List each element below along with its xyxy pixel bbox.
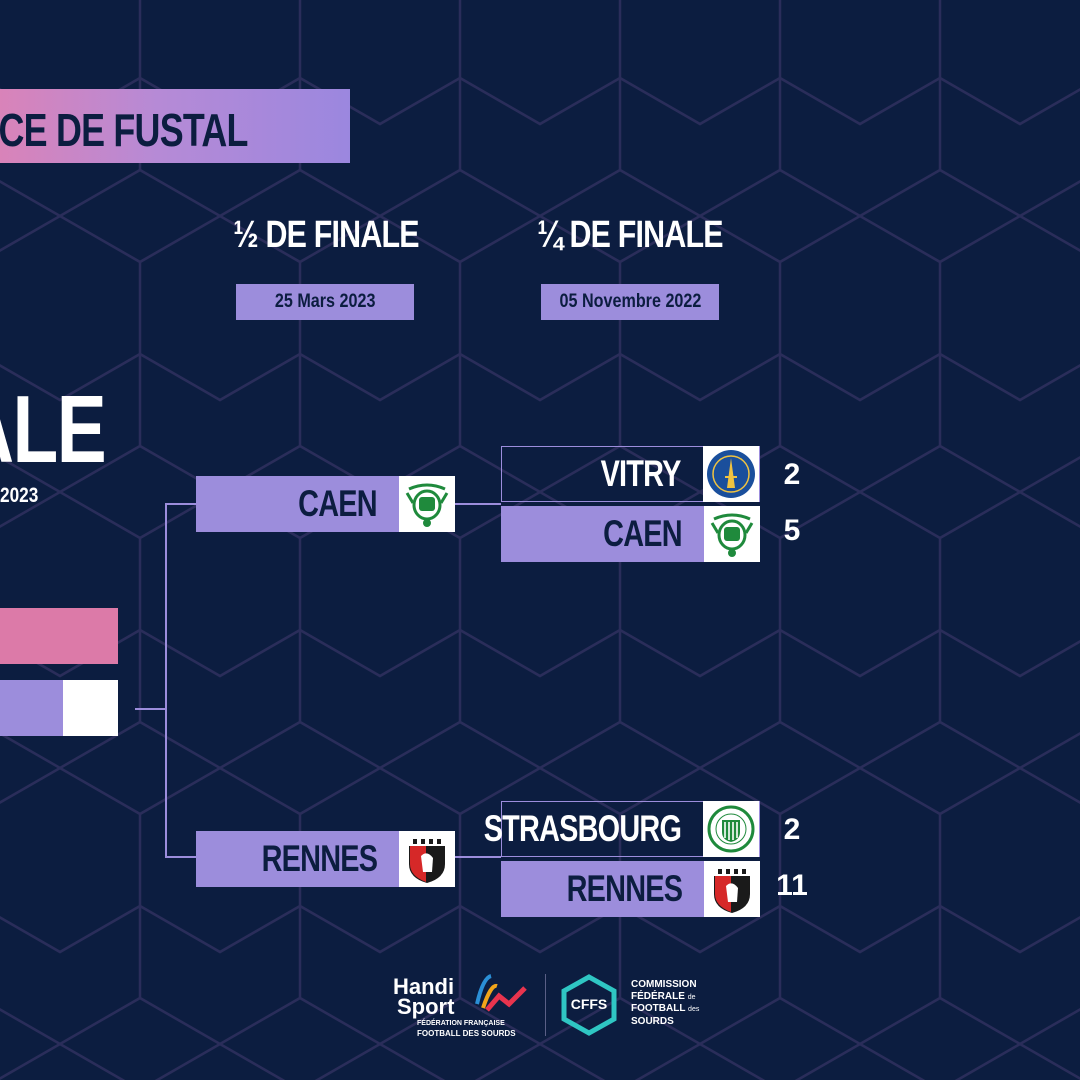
quarterfinal-2-home: STRASBOURG xyxy=(484,801,760,857)
cffs-line3b: des xyxy=(688,1006,700,1013)
team-name: CAEN xyxy=(298,483,377,524)
quarterfinal-2-away-score: 11 xyxy=(776,869,808,902)
cffs-hexagon-icon xyxy=(561,974,617,1036)
cffs-line2a: FÉDÉRALE xyxy=(631,990,685,1002)
quarterfinal-1-home: VITRY xyxy=(501,446,760,502)
cffs-line4: SOURDS xyxy=(631,1015,674,1027)
final-date: 2023 xyxy=(0,484,39,507)
team-name: VITRY xyxy=(600,453,682,494)
bracket-line-semi-bottom xyxy=(165,856,196,858)
bracket-line-vertical xyxy=(165,503,167,857)
semifinal-date-badge: 25 Mars 2023 xyxy=(236,284,414,320)
quarterfinal-date: 05 Novembre 2022 xyxy=(559,291,701,312)
bracket-line-quarter-top xyxy=(455,503,501,505)
final-slot-top xyxy=(0,608,118,664)
handisport-line2: Sport xyxy=(397,994,455,1019)
final-slot-bottom-logo xyxy=(63,680,118,736)
competition-title-banner: NCE DE FUSTAL xyxy=(0,89,350,163)
bracket-line-final xyxy=(135,708,166,710)
team-name: RENNES xyxy=(261,838,377,879)
quarterfinal-2-home-score: 2 xyxy=(783,813,801,846)
bracket-line-quarter-bottom xyxy=(455,856,501,858)
quarterfinal-heading: ¼ DE FINALE xyxy=(537,214,723,256)
quarterfinal-1-away: CAEN xyxy=(501,506,760,562)
final-slot-bottom xyxy=(0,680,63,736)
quarterfinal-1-home-score: 2 xyxy=(783,458,801,491)
quarterfinal-date-badge: 05 Novembre 2022 xyxy=(541,284,719,320)
handisport-sub2: FOOTBALL DES SOURDS xyxy=(417,1029,516,1038)
cffs-line2b: de xyxy=(687,993,696,1001)
rennes-crest-icon xyxy=(704,861,760,917)
team-name: CAEN xyxy=(603,513,682,554)
strasbourg-crest-icon xyxy=(703,801,759,857)
cffs-name: COMMISSION FÉDÉRALE de FOOTBALL des SOUR… xyxy=(631,979,721,1035)
semifinal-heading: ½ DE FINALE xyxy=(233,214,419,256)
handisport-logo: Handi Sport FÉDÉRATION FRANÇAISE FOOTBAL… xyxy=(393,974,533,1040)
semifinal-slot-1: CAEN xyxy=(196,476,455,532)
handisport-line1: Handi xyxy=(393,974,455,999)
team-name: RENNES xyxy=(566,868,682,909)
bracket-line-semi-top xyxy=(165,503,196,505)
cffs-badge: CFFS xyxy=(560,974,618,1036)
cffs-line1: COMMISSION xyxy=(631,979,697,990)
vitry-crest-icon xyxy=(703,446,759,502)
rennes-crest-icon xyxy=(399,831,455,887)
footer-divider xyxy=(545,974,546,1036)
quarterfinal-1-away-score: 5 xyxy=(783,514,801,547)
competition-title: NCE DE FUSTAL xyxy=(0,104,249,156)
handisport-mark-icon xyxy=(475,974,527,1012)
cffs-line3a: FOOTBALL xyxy=(631,1003,686,1014)
semifinal-slot-2: RENNES xyxy=(196,831,455,887)
caen-crest-icon xyxy=(704,506,760,562)
final-heading: ALE xyxy=(0,376,107,483)
handisport-sub1: FÉDÉRATION FRANÇAISE xyxy=(417,1020,505,1027)
semifinal-date: 25 Mars 2023 xyxy=(274,291,376,312)
cffs-badge-text: CFFS xyxy=(570,996,608,1012)
quarterfinal-2-away: RENNES xyxy=(501,861,760,917)
team-name: STRASBOURG xyxy=(483,808,682,849)
caen-crest-icon xyxy=(399,476,455,532)
